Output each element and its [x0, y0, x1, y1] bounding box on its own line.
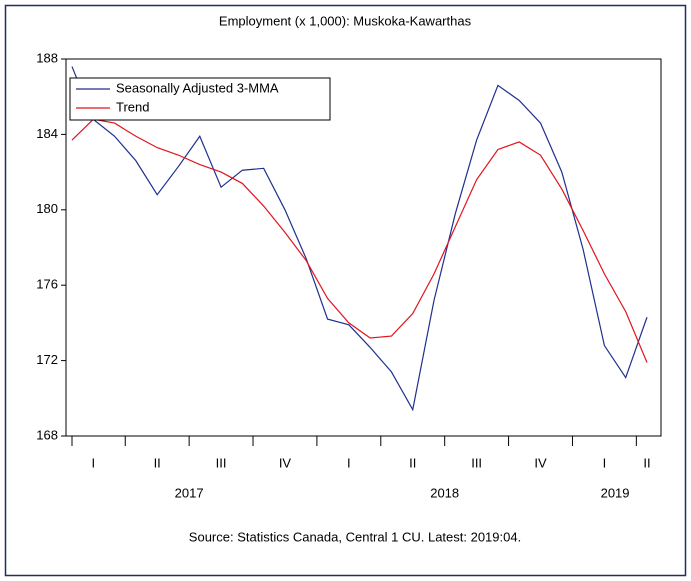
x-tick-label: III — [471, 455, 482, 470]
y-tick-label: 184 — [36, 126, 58, 141]
x-tick-label: III — [216, 455, 227, 470]
y-tick-label: 168 — [36, 427, 58, 442]
plot-area — [65, 58, 662, 437]
y-tick-label: 172 — [36, 352, 58, 367]
legend-label: Seasonally Adjusted 3-MMA — [116, 80, 279, 95]
x-tick-label: IV — [279, 455, 292, 470]
y-tick-label: 180 — [36, 201, 58, 216]
legend-label: Trend — [116, 99, 149, 114]
chart-title: Employment (x 1,000): Muskoka-Kawarthas — [219, 13, 472, 28]
x-tick-label: I — [603, 455, 607, 470]
source-note: Source: Statistics Canada, Central 1 CU.… — [189, 529, 521, 544]
x-tick-label: II — [409, 455, 416, 470]
series-line — [71, 66, 648, 412]
x-tick-label: II — [643, 455, 650, 470]
x-tick-label: II — [154, 455, 161, 470]
y-tick-label: 188 — [36, 50, 58, 65]
y-tick-label: 176 — [36, 277, 58, 292]
year-label: 2017 — [175, 485, 204, 500]
legend-box — [69, 77, 331, 121]
year-label: 2019 — [601, 485, 630, 500]
year-label: 2018 — [430, 485, 459, 500]
x-tick-label: I — [347, 455, 351, 470]
x-tick-label: IV — [534, 455, 547, 470]
x-tick-label: I — [91, 455, 95, 470]
series-line — [71, 118, 648, 363]
